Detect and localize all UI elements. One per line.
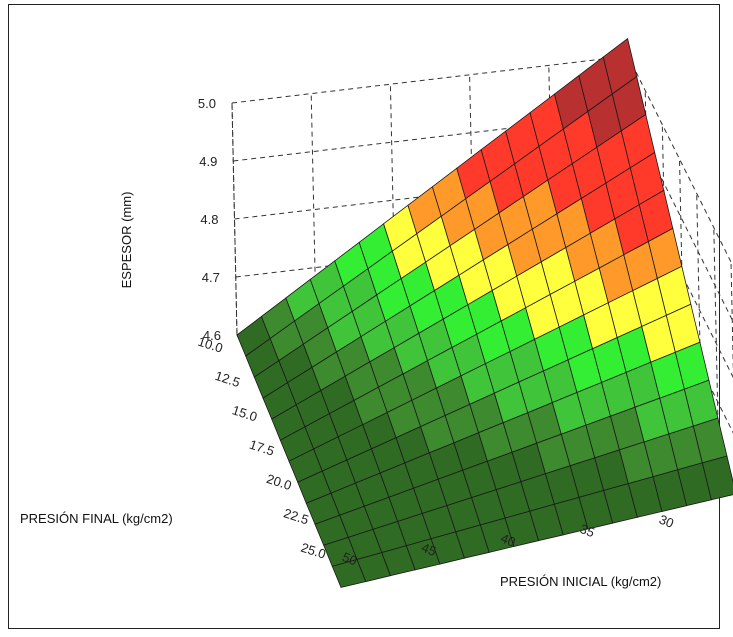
x-axis-label: PRESIÓN INICIAL (kg/cm2) <box>500 574 661 589</box>
y-tick-label: 17.5 <box>248 437 277 459</box>
tick-labels: 4.6 4.7 4.8 4.9 5.0 10.0 12.5 15.0 17.5 20.0 22.5 2… <box>196 96 676 568</box>
grid-line <box>730 261 733 379</box>
x-tick-label: 30 <box>657 512 676 531</box>
grid-line <box>233 113 630 162</box>
surface-cell <box>331 559 367 588</box>
y-tick-label: 12.5 <box>213 368 242 390</box>
x-tick-label: 50 <box>340 549 359 568</box>
z-tick-label: 4.7 <box>202 270 220 285</box>
grid-line <box>231 55 629 104</box>
y-tick-label: 10.0 <box>196 334 225 356</box>
surface-plot <box>236 37 733 588</box>
z-tick-label: 4.6 <box>203 328 221 343</box>
x-tick-label: 35 <box>578 521 597 540</box>
grid-line <box>231 102 238 336</box>
grid-line <box>627 55 732 263</box>
y-tick-label: 25.0 <box>299 540 328 562</box>
z-axis-label: ESPESOR (mm) <box>119 192 134 289</box>
z-tick-label: 4.8 <box>200 212 218 227</box>
y-tick-label: 22.5 <box>282 505 311 527</box>
z-tick-label: 4.9 <box>199 154 217 169</box>
x-tick-label: 45 <box>419 540 438 559</box>
y-tick-label: 20.0 <box>265 471 294 493</box>
y-tick-label: 15.0 <box>230 402 259 424</box>
x-tick-label: 40 <box>499 530 518 549</box>
z-tick-label: 5.0 <box>198 96 216 111</box>
y-axis-label: PRESIÓN FINAL (kg/cm2) <box>20 511 173 526</box>
